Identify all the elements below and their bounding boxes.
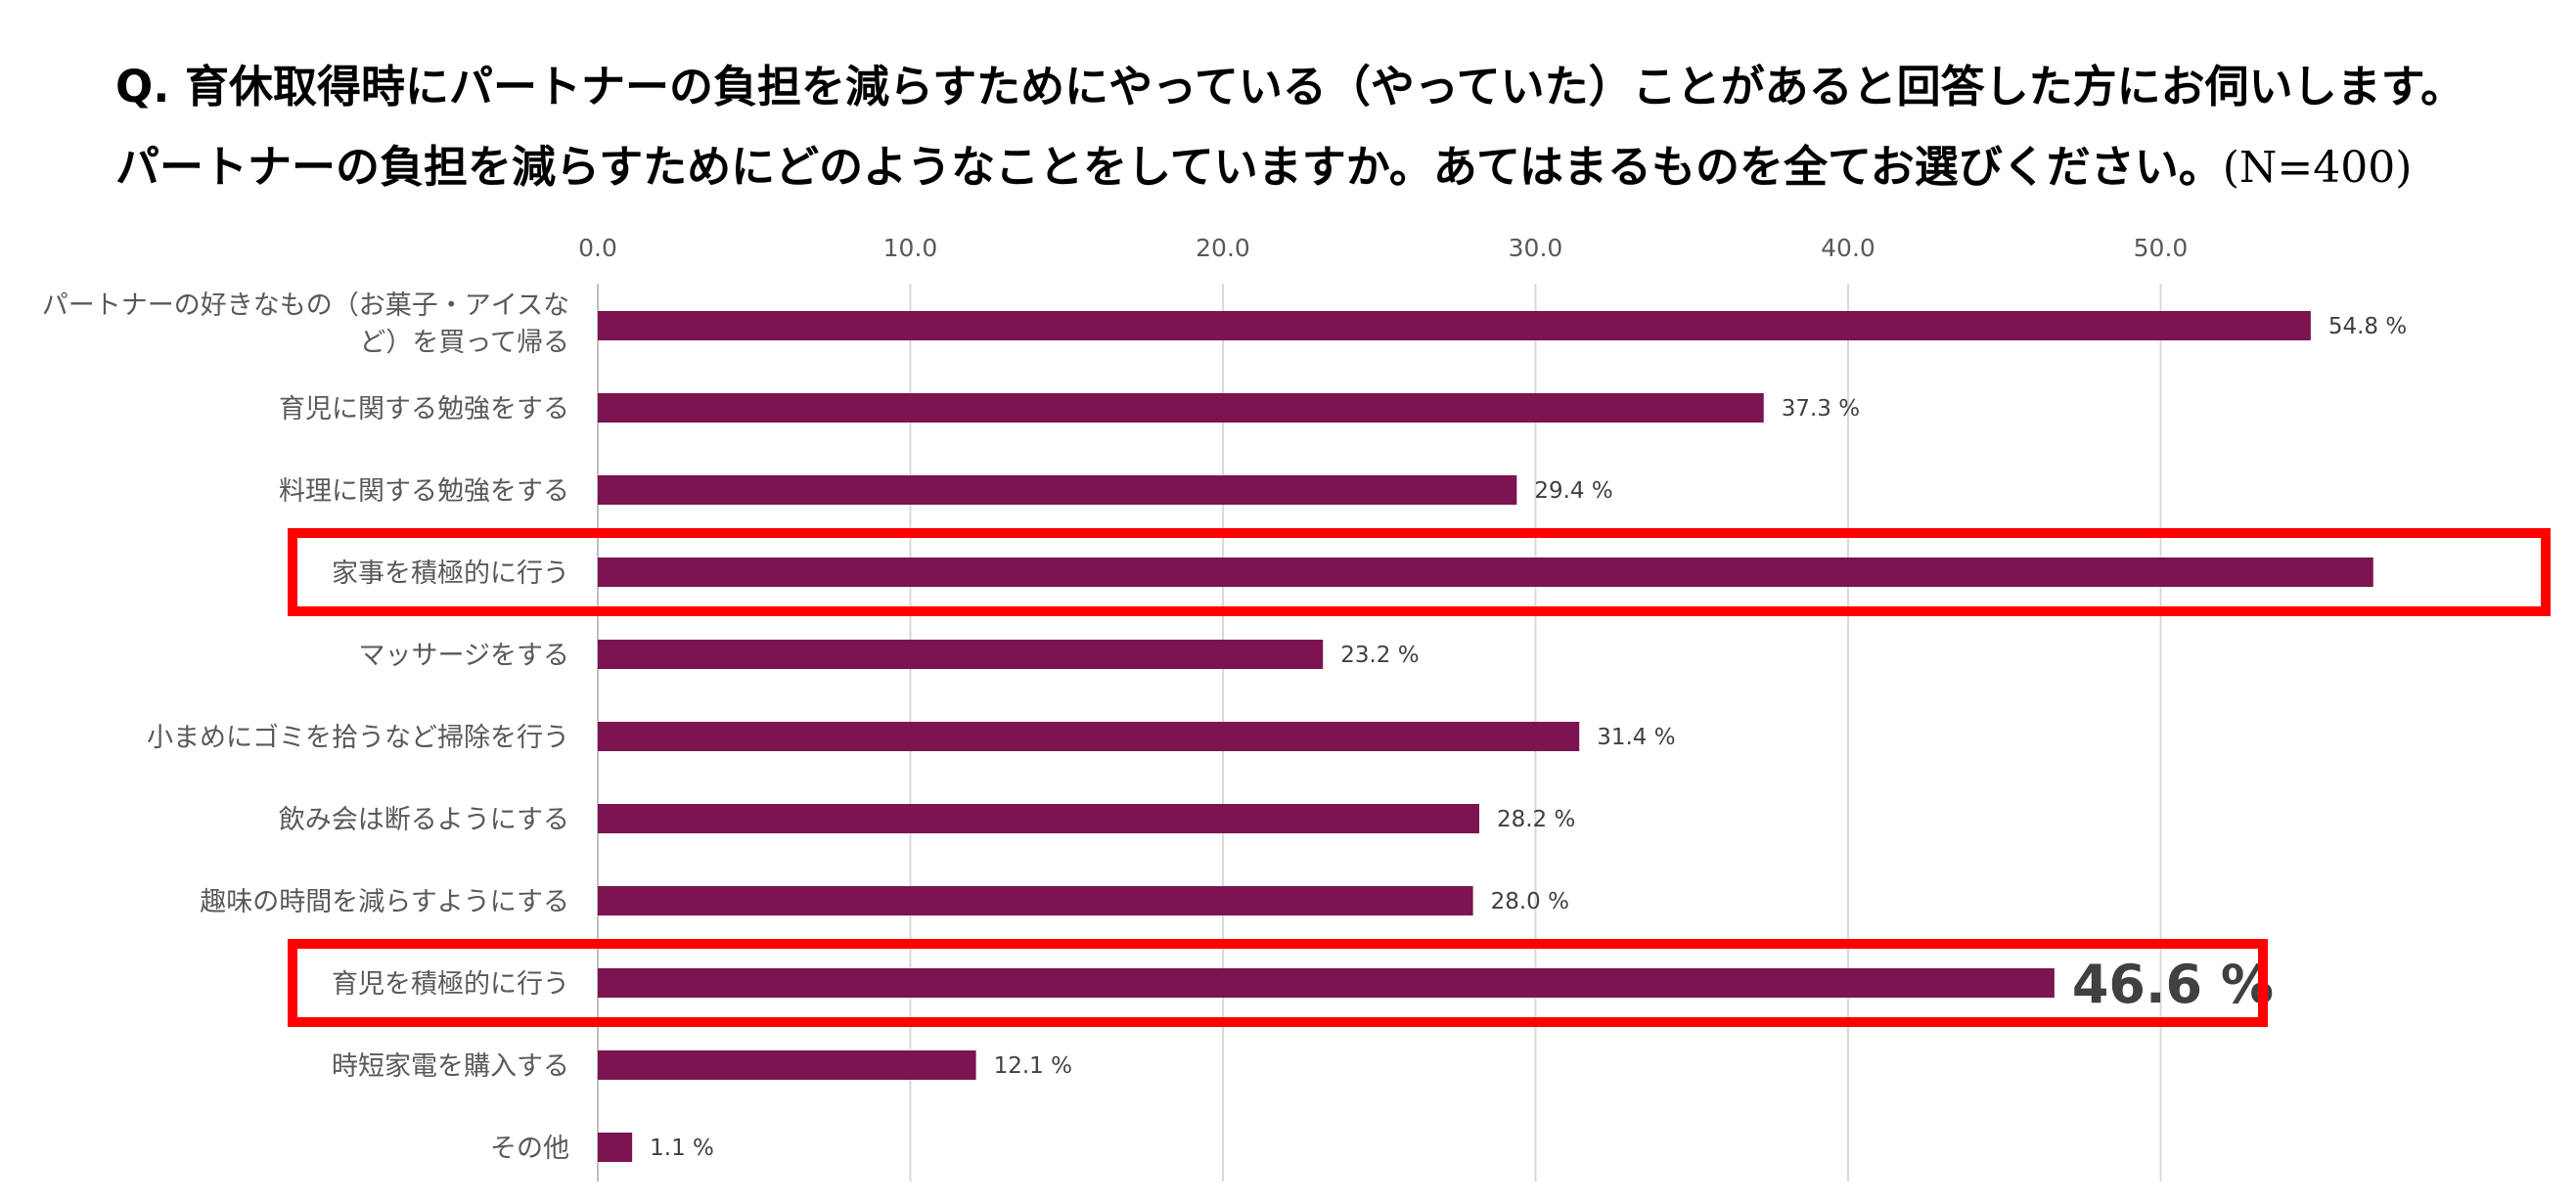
bar-4 bbox=[598, 557, 2373, 587]
value-label: 28.2 % bbox=[1497, 807, 1575, 832]
sample-size-label: (N=400) bbox=[2222, 143, 2413, 193]
bar-2 bbox=[598, 393, 1764, 423]
highlight-box bbox=[288, 939, 2268, 1027]
x-tick-label: 20.0 bbox=[1196, 234, 1250, 262]
x-tick-label: 0.0 bbox=[578, 234, 617, 262]
bar-9 bbox=[598, 968, 2055, 998]
value-label: 54.8 % bbox=[2328, 314, 2407, 339]
category-label: パートナーの好きなもの（お菓子・アイスな bbox=[42, 290, 569, 321]
bar-5 bbox=[598, 640, 1324, 669]
bar-8 bbox=[598, 886, 1473, 915]
value-label: 12.1 % bbox=[994, 1053, 1072, 1079]
x-tick-label: 40.0 bbox=[1821, 234, 1876, 262]
category-label: 趣味の時間を減らすようにする bbox=[200, 887, 569, 917]
bar-10 bbox=[598, 1050, 976, 1080]
chart-title-line-1: Q. 育休取得時にパートナーの負担を減らすためにやっている（やっていた）ことがあ… bbox=[115, 61, 2465, 112]
bar-1 bbox=[598, 311, 2311, 340]
category-label: 育児を積極的に行う bbox=[332, 969, 569, 1000]
chart-title-line-2: パートナーの負担を減らすためにどのようなことをしていますか。あてはまるものを全て… bbox=[115, 131, 2412, 195]
category-label: ど）を買って帰る bbox=[359, 328, 569, 358]
category-label: 小まめにゴミを拾うなど掃除を行う bbox=[147, 723, 569, 753]
value-label: 37.3 % bbox=[1782, 396, 1860, 422]
bar-11 bbox=[598, 1133, 633, 1162]
category-label: 飲み会は断るようにする bbox=[279, 805, 569, 835]
value-label: 1.1 % bbox=[650, 1136, 714, 1161]
bar-7 bbox=[598, 804, 1479, 833]
category-label: 育児に関する勉強をする bbox=[279, 394, 569, 424]
category-label: 時短家電を購入する bbox=[332, 1051, 569, 1082]
emphasized-value-label: 46.6 % bbox=[2072, 954, 2274, 1015]
x-tick-label: 30.0 bbox=[1509, 234, 1563, 262]
bar-6 bbox=[598, 722, 1580, 751]
highlight-box bbox=[288, 528, 2551, 616]
x-tick-label: 10.0 bbox=[883, 234, 938, 262]
value-label: 29.4 % bbox=[1534, 478, 1612, 504]
category-label: 家事を積極的に行う bbox=[332, 558, 569, 589]
value-label: 28.0 % bbox=[1491, 889, 1569, 914]
x-tick-label: 50.0 bbox=[2134, 234, 2189, 262]
bar-3 bbox=[598, 475, 1517, 505]
category-label: その他 bbox=[490, 1134, 569, 1164]
chart-title-line-2-text: パートナーの負担を減らすためにどのようなことをしていますか。あてはまるものを全て… bbox=[115, 141, 2223, 193]
value-label: 23.2 % bbox=[1340, 643, 1419, 668]
category-label: マッサージをする bbox=[359, 641, 569, 671]
category-label: 料理に関する勉強をする bbox=[279, 476, 569, 507]
value-label: 31.4 % bbox=[1597, 725, 1675, 750]
